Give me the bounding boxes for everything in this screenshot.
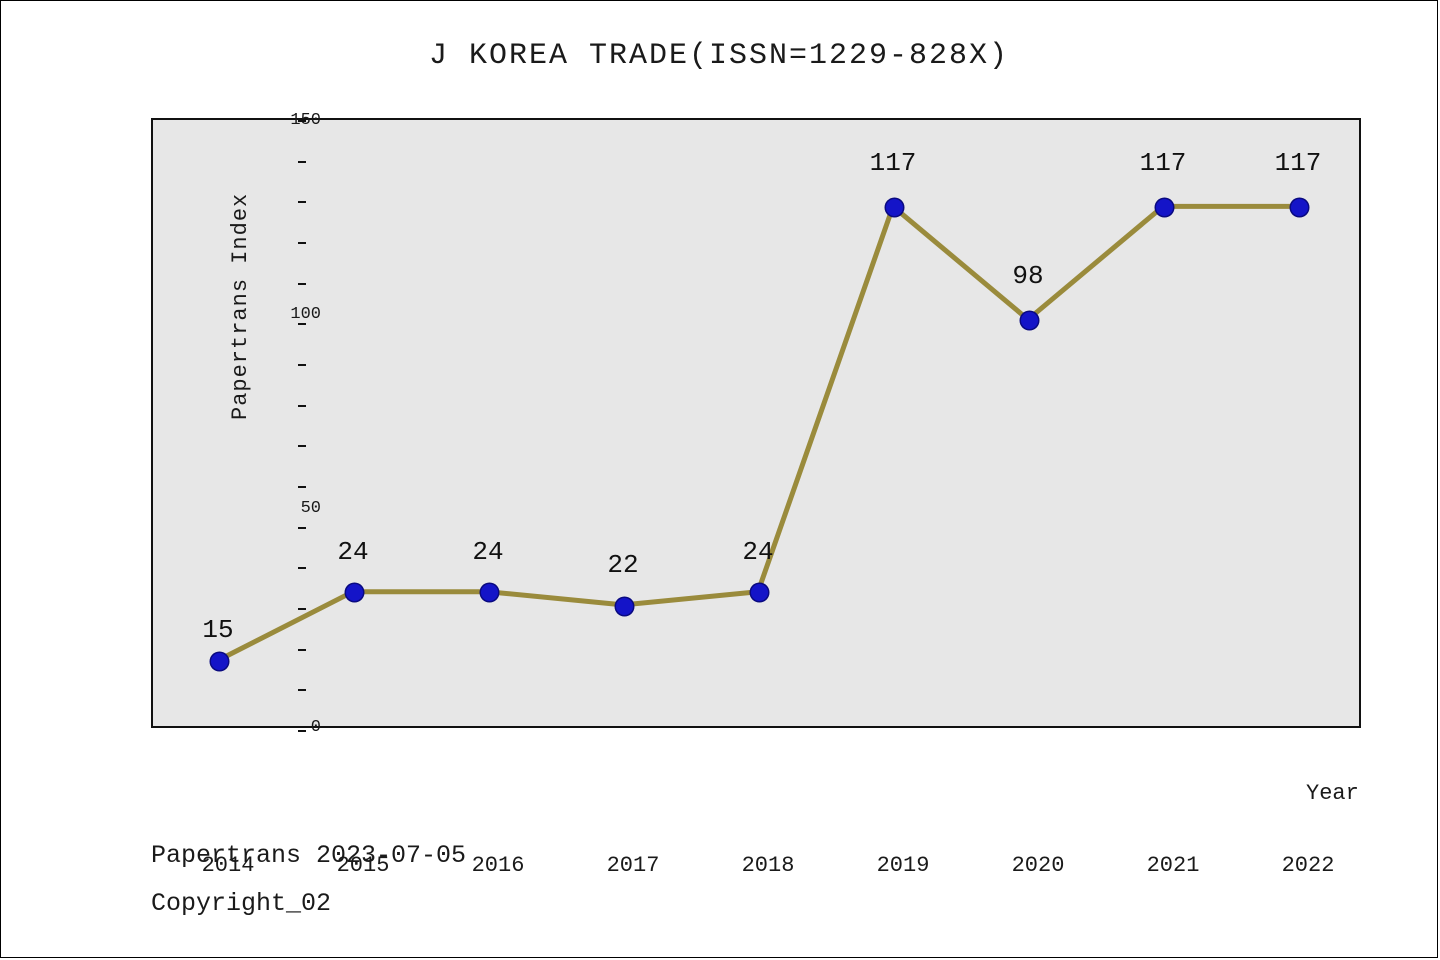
- value-label-2021: 117: [1128, 148, 1198, 178]
- y-axis-label: Papertrans Index: [228, 20, 253, 420]
- value-label-2019: 117: [858, 148, 928, 178]
- y-tick-mark: [298, 486, 306, 488]
- y-tick-0: 0: [281, 718, 321, 737]
- chart-window: J KOREA TRADE(ISSN=1229-828X) Papertrans…: [0, 0, 1438, 958]
- x-tick-2018: 2018: [723, 853, 813, 878]
- y-tick-mark: [298, 689, 306, 691]
- value-label-2017: 22: [588, 550, 658, 580]
- y-tick-mark: [298, 405, 306, 407]
- x-axis-label: Year: [1306, 781, 1359, 806]
- y-tick-mark: [298, 649, 306, 651]
- data-point-2021[interactable]: [1155, 198, 1174, 217]
- y-tick-mark: [298, 364, 306, 366]
- data-point-2022[interactable]: [1290, 198, 1309, 217]
- data-point-2017[interactable]: [615, 597, 634, 616]
- y-tick-mark: [298, 161, 306, 163]
- footer-copyright: Copyright_02: [151, 889, 331, 918]
- y-tick-mark: [298, 608, 306, 610]
- plot-area: Papertrans Index 150 100 50 0: [151, 118, 1361, 728]
- value-label-2014: 15: [183, 615, 253, 645]
- y-tick-mark: [298, 201, 306, 203]
- x-tick-2019: 2019: [858, 853, 948, 878]
- value-label-2022: 117: [1263, 148, 1333, 178]
- data-point-2019[interactable]: [885, 198, 904, 217]
- y-tick-50: 50: [281, 499, 321, 518]
- y-tick-mark: [298, 120, 306, 122]
- x-tick-2020: 2020: [993, 853, 1083, 878]
- value-label-2016: 24: [453, 537, 523, 567]
- x-tick-2016: 2016: [453, 853, 543, 878]
- value-label-2018: 24: [723, 537, 793, 567]
- data-point-2016[interactable]: [480, 583, 499, 602]
- y-tick-mark: [298, 283, 306, 285]
- data-point-2014[interactable]: [210, 652, 229, 671]
- y-tick-mark: [298, 445, 306, 447]
- x-tick-2017: 2017: [588, 853, 678, 878]
- data-point-2015[interactable]: [345, 583, 364, 602]
- y-tick-mark: [298, 323, 306, 325]
- y-tick-mark: [298, 527, 306, 529]
- value-label-2020: 98: [993, 261, 1063, 291]
- x-tick-2022: 2022: [1263, 853, 1353, 878]
- y-tick-mark: [298, 730, 306, 732]
- data-point-2020[interactable]: [1020, 311, 1039, 330]
- value-label-2015: 24: [318, 537, 388, 567]
- data-point-2018[interactable]: [750, 583, 769, 602]
- x-tick-2021: 2021: [1128, 853, 1218, 878]
- y-tick-mark: [298, 567, 306, 569]
- trend-line: [153, 120, 1363, 730]
- y-tick-mark: [298, 242, 306, 244]
- footer-timestamp: Papertrans 2023-07-05: [151, 841, 466, 870]
- y-tick-100: 100: [281, 305, 321, 324]
- chart-title: J KOREA TRADE(ISSN=1229-828X): [1, 39, 1437, 73]
